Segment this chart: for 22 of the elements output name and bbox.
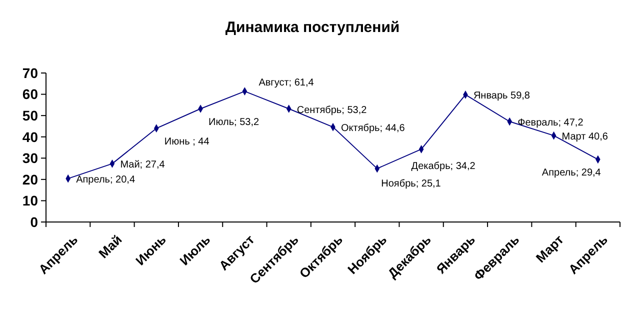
y-tick-label: 20 (22, 171, 38, 188)
y-tick-label: 30 (22, 150, 38, 166)
data-label: Декабрь; 34,2 (411, 161, 476, 172)
data-label: Апрель; 29,4 (542, 167, 602, 178)
data-label: Январь 59,8 (473, 90, 530, 102)
data-label: Июль; 53,2 (208, 116, 260, 128)
data-label: Апрель; 20,4 (76, 174, 136, 186)
data-label: Сентябрь; 53,2 (296, 104, 368, 116)
y-tick-label: 0 (30, 214, 38, 230)
y-tick-label: 40 (22, 128, 38, 145)
data-label: Август; 61,4 (258, 77, 314, 88)
y-tick-label: 50 (22, 107, 38, 124)
data-label: Октябрь; 44,6 (341, 123, 406, 134)
y-tick-label: 60 (22, 86, 38, 102)
data-label: Июнь ; 44 (164, 136, 210, 148)
data-label: Февраль; 47,2 (518, 118, 584, 129)
y-tick-label: 70 (22, 64, 38, 81)
data-label: Март 40,6 (562, 132, 608, 143)
chart-title: Динамика поступлений (225, 19, 400, 36)
y-tick-label: 10 (22, 192, 38, 209)
data-label: Май; 27,4 (120, 160, 166, 171)
data-label: Ноябрь; 25,1 (381, 178, 442, 190)
